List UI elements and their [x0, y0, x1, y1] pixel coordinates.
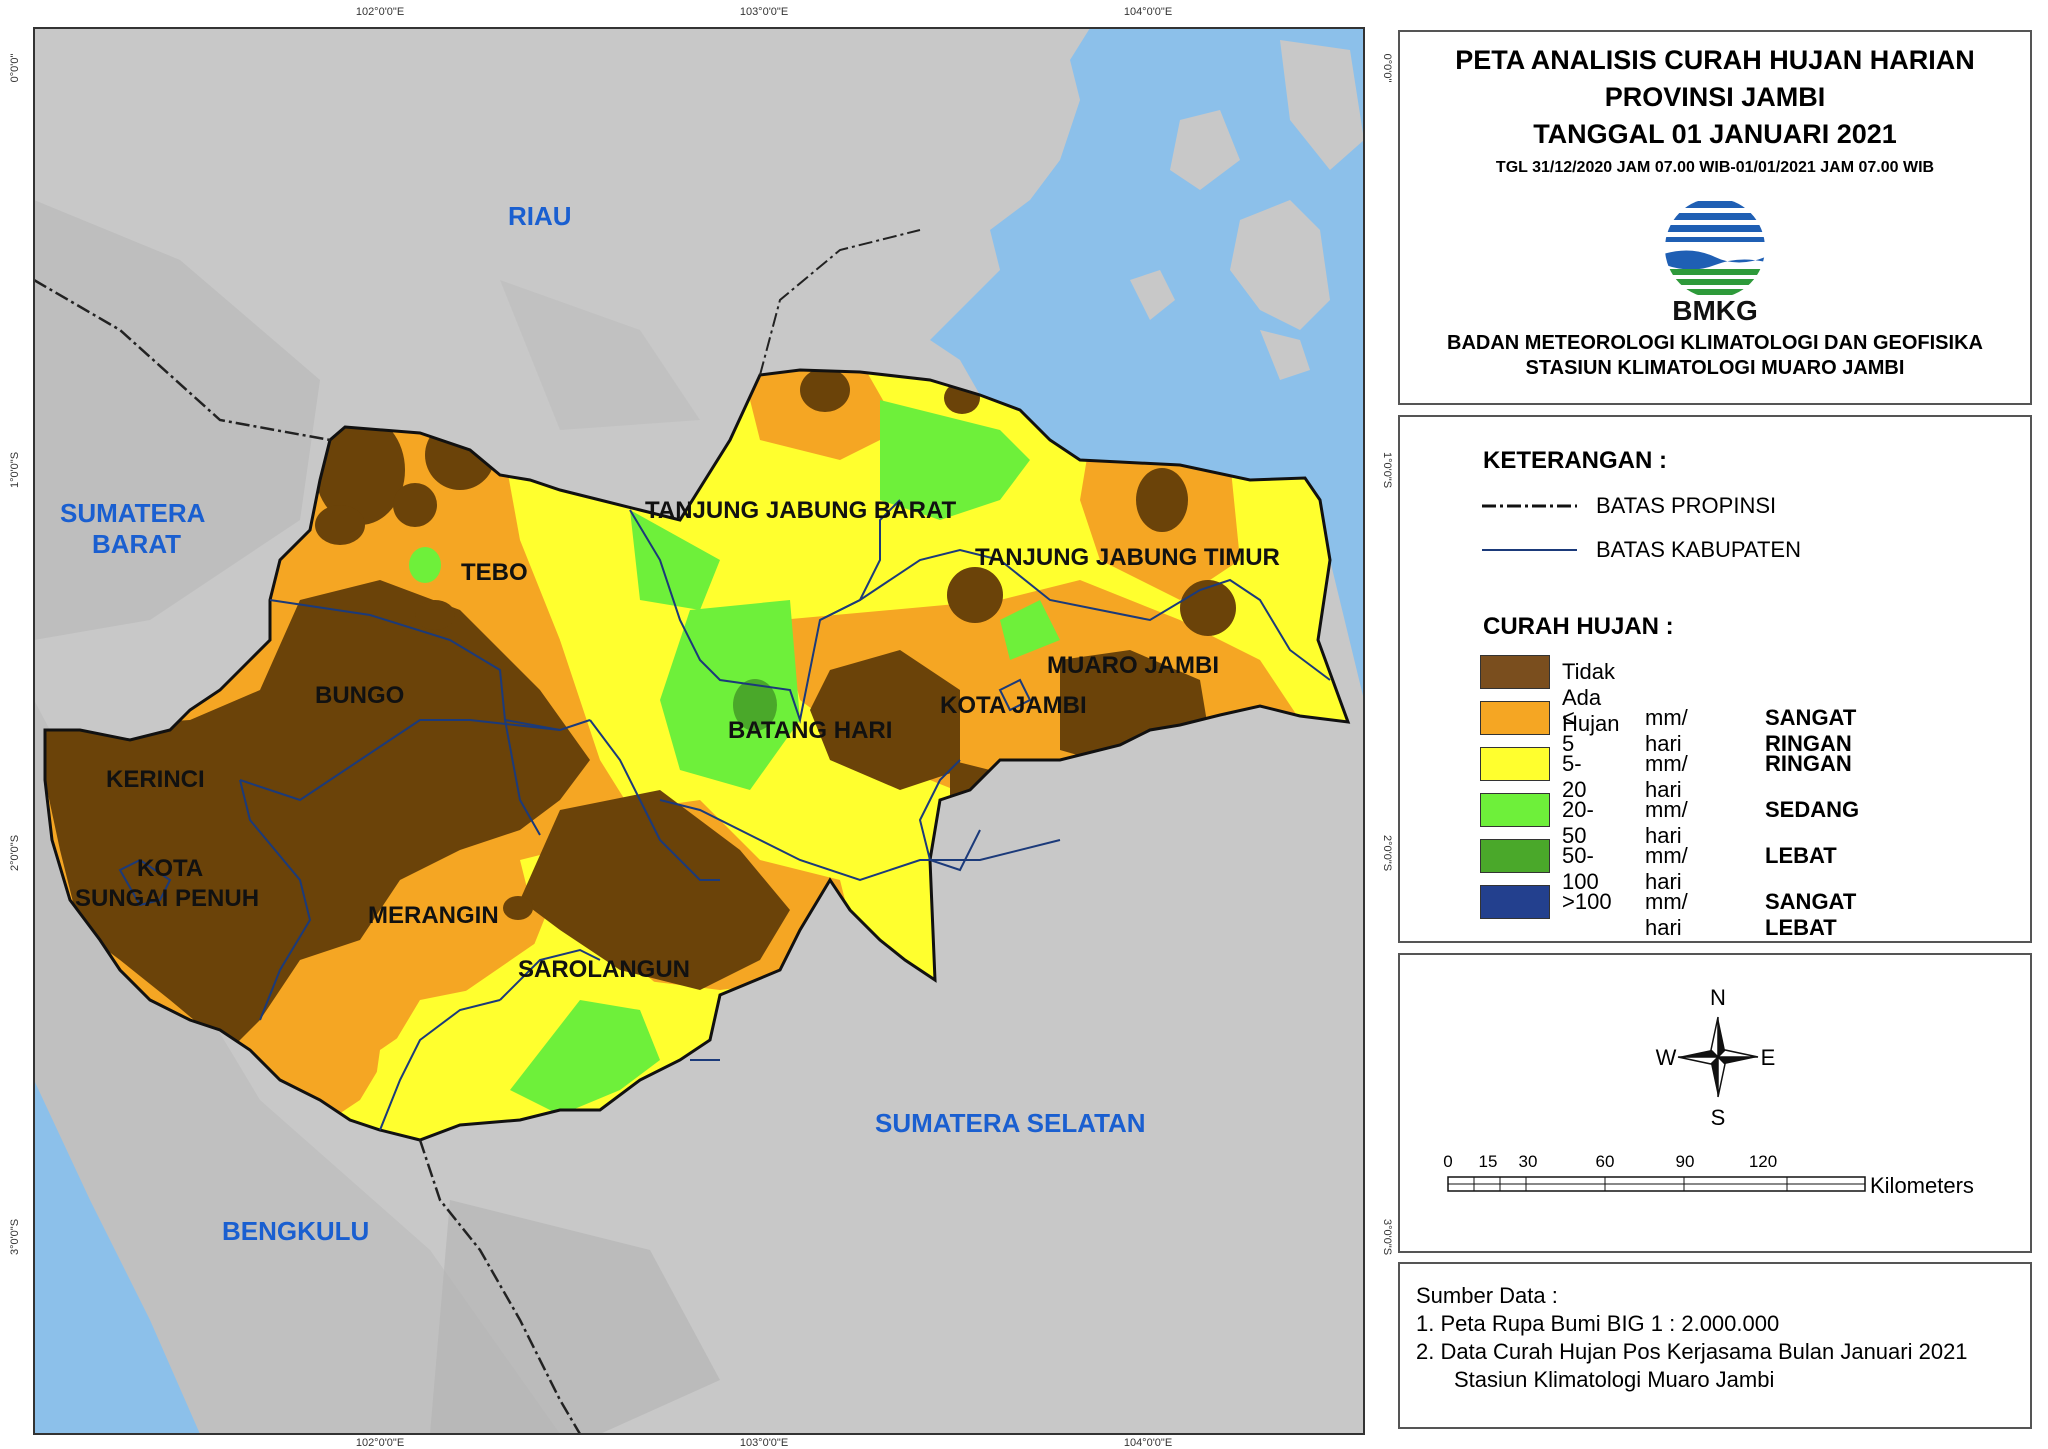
- map-title-line3: TANGGAL 01 JANUARI 2021: [1533, 119, 1897, 149]
- station-name: STASIUN KLIMATOLOGI MUARO JAMBI: [1525, 357, 1905, 379]
- scale-unit: Kilometers: [1870, 1173, 1974, 1198]
- legend-regency-boundary: BATAS KABUPATEN: [1596, 537, 1801, 562]
- legend-range-moderate: 20-50: [1562, 797, 1594, 848]
- swatch-very-light: [1480, 701, 1550, 735]
- rain-heading: CURAH HUJAN :: [1483, 613, 1674, 640]
- grat-right-0: 0°0'0": [1381, 54, 1393, 83]
- swatch-moderate: [1480, 793, 1550, 827]
- legend-unit: mm/ hari: [1645, 843, 1688, 894]
- org-name: BADAN METEOROLOGI KLIMATOLOGI DAN GEOFIS…: [1447, 332, 1983, 354]
- map-frame: [33, 27, 1365, 1435]
- label-kota-jambi: KOTA JAMBI: [940, 692, 1087, 719]
- grat-right-1: 1°0'0"S: [1381, 452, 1393, 488]
- sea-west: [34, 1080, 200, 1434]
- grat-right-2: 2°0'0"S: [1381, 835, 1393, 871]
- scale-tick-90: 90: [1676, 1152, 1695, 1171]
- legend-unit: mm/ hari: [1645, 797, 1688, 848]
- scale-tick-60: 60: [1596, 1152, 1615, 1171]
- label-sumbar-2: BARAT: [92, 529, 181, 559]
- source-panel: Sumber Data : 1. Peta Rupa Bumi BIG 1 : …: [1398, 1262, 2032, 1429]
- legend-class-very-light: SANGAT RINGAN: [1765, 705, 1857, 756]
- source-heading: Sumber Data :: [1416, 1283, 1558, 1308]
- grat-bottom-104: 104°0'0"E: [1124, 1437, 1172, 1449]
- north-arrow-icon: [1677, 1016, 1759, 1098]
- scale-tick-120: 120: [1749, 1152, 1777, 1171]
- swatch-very-heavy: [1480, 885, 1550, 919]
- legend-range-heavy: 50-100: [1562, 843, 1599, 894]
- grat-left-1: 1°0'0"S: [9, 452, 21, 488]
- label-ksp-2: SUNGAI PENUH: [75, 885, 259, 912]
- legend-class-heavy: LEBAT: [1765, 843, 1837, 868]
- label-riau: RIAU: [508, 201, 572, 231]
- legend-class-light: RINGAN: [1765, 751, 1852, 776]
- compass-s: S: [1711, 1105, 1726, 1130]
- grat-top-102: 102°0'0"E: [356, 6, 404, 18]
- scale-tick-15: 15: [1479, 1152, 1498, 1171]
- swatch-light: [1480, 747, 1550, 781]
- grat-right-3: 3°0'0"S: [1381, 1219, 1393, 1255]
- source-item-2: 2. Data Curah Hujan Pos Kerjasama Bulan …: [1416, 1339, 1968, 1364]
- scale-bar: 0 15 30 60 90 120 Kilometers: [1443, 1152, 1974, 1198]
- compass-scale-panel: N S E W 0 15 30 60 90 120 Kilometers: [1398, 953, 2032, 1253]
- grat-top-104: 104°0'0"E: [1124, 6, 1172, 18]
- title-panel: PETA ANALISIS CURAH HUJAN HARIAN PROVINS…: [1398, 30, 2032, 405]
- grat-left-0: 0°0'0": [9, 54, 21, 83]
- bmkg-logo-text: BMKG: [1672, 295, 1758, 323]
- legend-class-very-heavy: SANGAT LEBAT: [1765, 889, 1857, 940]
- source-item-1: 1. Peta Rupa Bumi BIG 1 : 2.000.000: [1416, 1311, 1780, 1336]
- label-tjb: TANJUNG JABUNG BARAT: [645, 497, 956, 524]
- grat-left-3: 3°0'0"S: [9, 1219, 21, 1255]
- legend-range-light: 5-20: [1562, 751, 1587, 802]
- legend-unit: mm/ hari: [1645, 889, 1688, 940]
- source-item-2b: Stasiun Klimatologi Muaro Jambi: [1454, 1367, 1775, 1392]
- label-bungo: BUNGO: [315, 682, 404, 709]
- label-muaro-jambi: MUARO JAMBI: [1047, 652, 1219, 679]
- sea-east: [930, 28, 1364, 700]
- legend-range-very-heavy: >100: [1562, 889, 1612, 914]
- jambi-province-boundary: [43, 368, 1351, 1142]
- swatch-heavy: [1480, 839, 1550, 873]
- compass-w: W: [1656, 1045, 1677, 1070]
- label-merangin: MERANGIN: [368, 902, 499, 929]
- grat-bottom-103: 103°0'0"E: [740, 1437, 788, 1449]
- legend-unit: mm/ hari: [1645, 705, 1688, 756]
- compass-n: N: [1710, 985, 1726, 1010]
- map-title-line1: PETA ANALISIS CURAH HUJAN HARIAN: [1455, 45, 1975, 75]
- swatch-no-rain: [1480, 655, 1550, 689]
- province-boundary-symbol: [1482, 504, 1577, 508]
- label-sumsel: SUMATERA SELATAN: [875, 1108, 1146, 1138]
- map-title-line2: PROVINSI JAMBI: [1604, 82, 1826, 112]
- label-sumbar-1: SUMATERA: [60, 498, 206, 528]
- label-tebo: TEBO: [461, 559, 528, 586]
- regency-boundary-symbol: [1482, 549, 1577, 551]
- label-kerinci: KERINCI: [106, 766, 205, 793]
- label-tjt: TANJUNG JABUNG TIMUR: [975, 544, 1280, 571]
- legend-unit: mm/ hari: [1645, 751, 1688, 802]
- legend-range-very-light: < 5: [1562, 705, 1575, 756]
- legend-panel: KETERANGAN : BATAS PROPINSI BATAS KABUPA…: [1398, 415, 2032, 943]
- label-sarolangun: SAROLANGUN: [518, 956, 690, 983]
- label-ksp-1: KOTA: [137, 855, 203, 882]
- compass-e: E: [1761, 1045, 1776, 1070]
- grat-left-2: 2°0'0"S: [9, 835, 21, 871]
- label-batang-hari: BATANG HARI: [728, 717, 892, 744]
- map-period: TGL 31/12/2020 JAM 07.00 WIB-01/01/2021 …: [1495, 159, 1935, 176]
- grat-top-103: 103°0'0"E: [740, 6, 788, 18]
- scale-tick-30: 30: [1519, 1152, 1538, 1171]
- legend-class-moderate: SEDANG: [1765, 797, 1860, 822]
- legend-province-boundary: BATAS PROPINSI: [1596, 493, 1777, 518]
- grat-bottom-102: 102°0'0"E: [356, 1437, 404, 1449]
- legend-heading: KETERANGAN :: [1483, 447, 1667, 474]
- label-bengkulu: BENGKULU: [222, 1216, 369, 1246]
- bmkg-logo: BMKG: [1650, 193, 1780, 326]
- scale-tick-0: 0: [1443, 1152, 1452, 1171]
- legend-label-no-rain: Tidak Ada Hujan: [1562, 659, 1620, 736]
